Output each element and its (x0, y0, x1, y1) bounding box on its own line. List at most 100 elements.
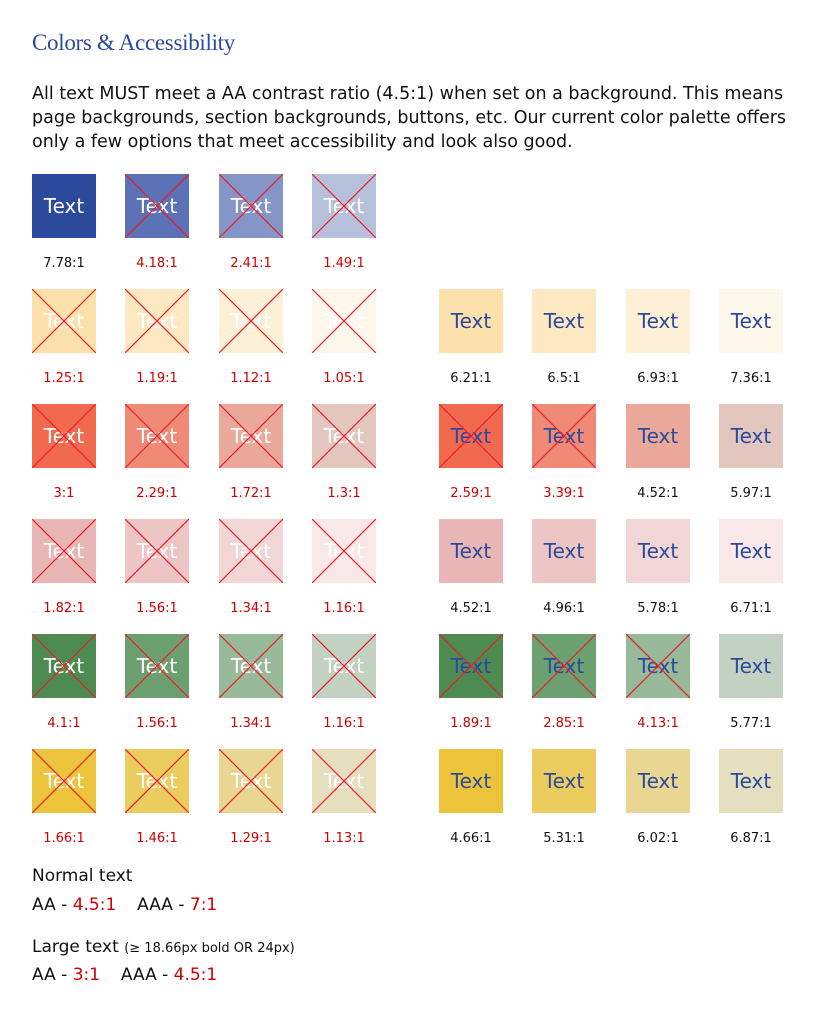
normal-aaa-label: AAA - (137, 895, 185, 915)
contrast-ratio-label: 4.96:1 (543, 601, 585, 616)
swatch-sample-text: Text (543, 539, 585, 563)
color-swatch-white-text-r1c3: Text (219, 174, 283, 238)
contrast-ratio-label: 1.72:1 (230, 486, 272, 501)
color-swatch-blue-text-r4c4: Text (719, 519, 783, 583)
contrast-ratio-label: 1.34:1 (230, 716, 272, 731)
large-text-ratios: AA - 3:1 AAA - 4.5:1 (32, 965, 217, 985)
contrast-ratio-label: 1.56:1 (136, 601, 178, 616)
contrast-ratio-label: 6.87:1 (730, 831, 772, 846)
color-swatch-blue-text-r4c1: Text (439, 519, 503, 583)
contrast-ratio-label: 1.13:1 (323, 831, 365, 846)
fail-cross-icon (219, 749, 283, 813)
contrast-ratio-label: 6.93:1 (637, 371, 679, 386)
color-swatch-white-text-r5c4: Text (312, 634, 376, 698)
large-text-heading: Large text (32, 937, 119, 957)
large-text-heading-row: Large text (≥ 18.66px bold OR 24px) (32, 937, 295, 957)
contrast-ratio-label: 2.85:1 (543, 716, 585, 731)
swatch-sample-text: Text (637, 309, 679, 333)
large-text-note: (≥ 18.66px bold OR 24px) (124, 941, 295, 956)
contrast-ratio-label: 4.66:1 (450, 831, 492, 846)
contrast-ratio-label: 1.16:1 (323, 716, 365, 731)
contrast-ratio-label: 1.34:1 (230, 601, 272, 616)
fail-cross-icon (626, 634, 690, 698)
fail-cross-icon (532, 404, 596, 468)
swatch-sample-text: Text (637, 424, 679, 448)
color-swatch-blue-text-r3c3: Text (626, 404, 690, 468)
color-swatch-blue-text-r6c2: Text (532, 749, 596, 813)
color-swatch-white-text-r4c2: Text (125, 519, 189, 583)
fail-cross-icon (219, 634, 283, 698)
fail-cross-icon (32, 519, 96, 583)
color-swatch-white-text-r5c2: Text (125, 634, 189, 698)
fail-cross-icon (312, 749, 376, 813)
contrast-ratio-label: 1.3:1 (327, 486, 361, 501)
fail-cross-icon (219, 404, 283, 468)
fail-cross-icon (125, 174, 189, 238)
color-swatch-white-text-r1c2: Text (125, 174, 189, 238)
contrast-ratio-label: 4.1:1 (47, 716, 81, 731)
fail-cross-icon (32, 634, 96, 698)
color-swatch-blue-text-r2c4: Text (719, 289, 783, 353)
contrast-ratio-label: 1.89:1 (450, 716, 492, 731)
swatch-sample-text: Text (543, 769, 585, 793)
contrast-ratio-label: 5.31:1 (543, 831, 585, 846)
color-swatch-white-text-r5c3: Text (219, 634, 283, 698)
fail-cross-icon (125, 634, 189, 698)
color-swatch-white-text-r6c2: Text (125, 749, 189, 813)
color-swatch-white-text-r4c1: Text (32, 519, 96, 583)
color-swatch-blue-text-r2c2: Text (532, 289, 596, 353)
contrast-ratio-label: 1.25:1 (43, 371, 85, 386)
swatch-sample-text: Text (730, 654, 772, 678)
fail-cross-icon (439, 404, 503, 468)
swatch-sample-text: Text (450, 769, 492, 793)
color-swatch-white-text-r2c1: Text (32, 289, 96, 353)
color-swatch-blue-text-r2c1: Text (439, 289, 503, 353)
color-swatch-blue-text-r5c2: Text (532, 634, 596, 698)
fail-cross-icon (312, 174, 376, 238)
swatch-sample-text: Text (637, 539, 679, 563)
fail-cross-icon (219, 289, 283, 353)
swatch-sample-text: Text (450, 539, 492, 563)
contrast-ratio-label: 5.97:1 (730, 486, 772, 501)
color-swatch-white-text-r6c1: Text (32, 749, 96, 813)
color-swatch-blue-text-r6c4: Text (719, 749, 783, 813)
contrast-ratio-label: 1.19:1 (136, 371, 178, 386)
color-swatch-white-text-r2c4: Text (312, 289, 376, 353)
contrast-ratio-label: 5.77:1 (730, 716, 772, 731)
color-swatch-blue-text-r3c2: Text (532, 404, 596, 468)
swatch-sample-text: Text (43, 194, 85, 218)
large-aa-label: AA - (32, 965, 68, 985)
color-swatch-white-text-r3c1: Text (32, 404, 96, 468)
contrast-ratio-label: 2.59:1 (450, 486, 492, 501)
swatch-sample-text: Text (637, 769, 679, 793)
contrast-ratio-label: 1.46:1 (136, 831, 178, 846)
contrast-ratio-label: 2.29:1 (136, 486, 178, 501)
normal-aa-label: AA - (32, 895, 68, 915)
color-swatch-white-text-r6c3: Text (219, 749, 283, 813)
page-title: Colors & Accessibility (32, 30, 235, 55)
contrast-ratio-label: 7.36:1 (730, 371, 772, 386)
contrast-ratio-label: 7.78:1 (43, 256, 85, 271)
contrast-ratio-label: 3:1 (53, 486, 75, 501)
contrast-ratio-label: 1.05:1 (323, 371, 365, 386)
contrast-ratio-label: 1.49:1 (323, 256, 365, 271)
color-swatch-blue-text-r6c1: Text (439, 749, 503, 813)
color-swatch-white-text-r2c3: Text (219, 289, 283, 353)
color-swatch-blue-text-r5c4: Text (719, 634, 783, 698)
contrast-ratio-label: 1.82:1 (43, 601, 85, 616)
fail-cross-icon (532, 634, 596, 698)
color-swatch-blue-text-r2c3: Text (626, 289, 690, 353)
fail-cross-icon (32, 404, 96, 468)
fail-cross-icon (312, 289, 376, 353)
contrast-ratio-label: 6.71:1 (730, 601, 772, 616)
contrast-ratio-label: 4.13:1 (637, 716, 679, 731)
color-swatch-white-text-r3c2: Text (125, 404, 189, 468)
normal-text-ratios: AA - 4.5:1 AAA - 7:1 (32, 895, 217, 915)
swatch-sample-text: Text (730, 424, 772, 448)
normal-text-heading: Normal text (32, 866, 133, 886)
contrast-ratio-label: 4.52:1 (450, 601, 492, 616)
contrast-ratio-label: 1.56:1 (136, 716, 178, 731)
swatch-sample-text: Text (450, 309, 492, 333)
fail-cross-icon (219, 174, 283, 238)
fail-cross-icon (125, 289, 189, 353)
